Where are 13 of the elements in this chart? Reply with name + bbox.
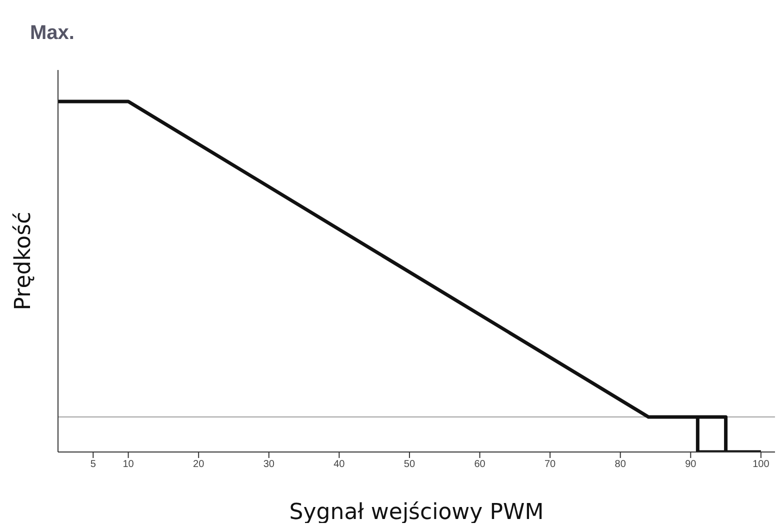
x-tick-label: 70 (544, 459, 556, 470)
x-tick-label: 80 (614, 459, 626, 470)
x-tick-label: 30 (263, 459, 275, 470)
text: Max. (30, 22, 74, 45)
x-tick-label: 10 (122, 459, 134, 470)
x-tick-label: 90 (685, 459, 697, 470)
y-axis-title: Prędkość (10, 212, 36, 310)
x-tick-label: 20 (193, 459, 205, 470)
x-tick-label: 40 (334, 459, 346, 470)
x-tick-label: 100 (752, 459, 770, 470)
x-tick-label: 5 (90, 459, 96, 470)
x-tick-label: 50 (404, 459, 416, 470)
x-tick-label: 60 (474, 459, 486, 470)
